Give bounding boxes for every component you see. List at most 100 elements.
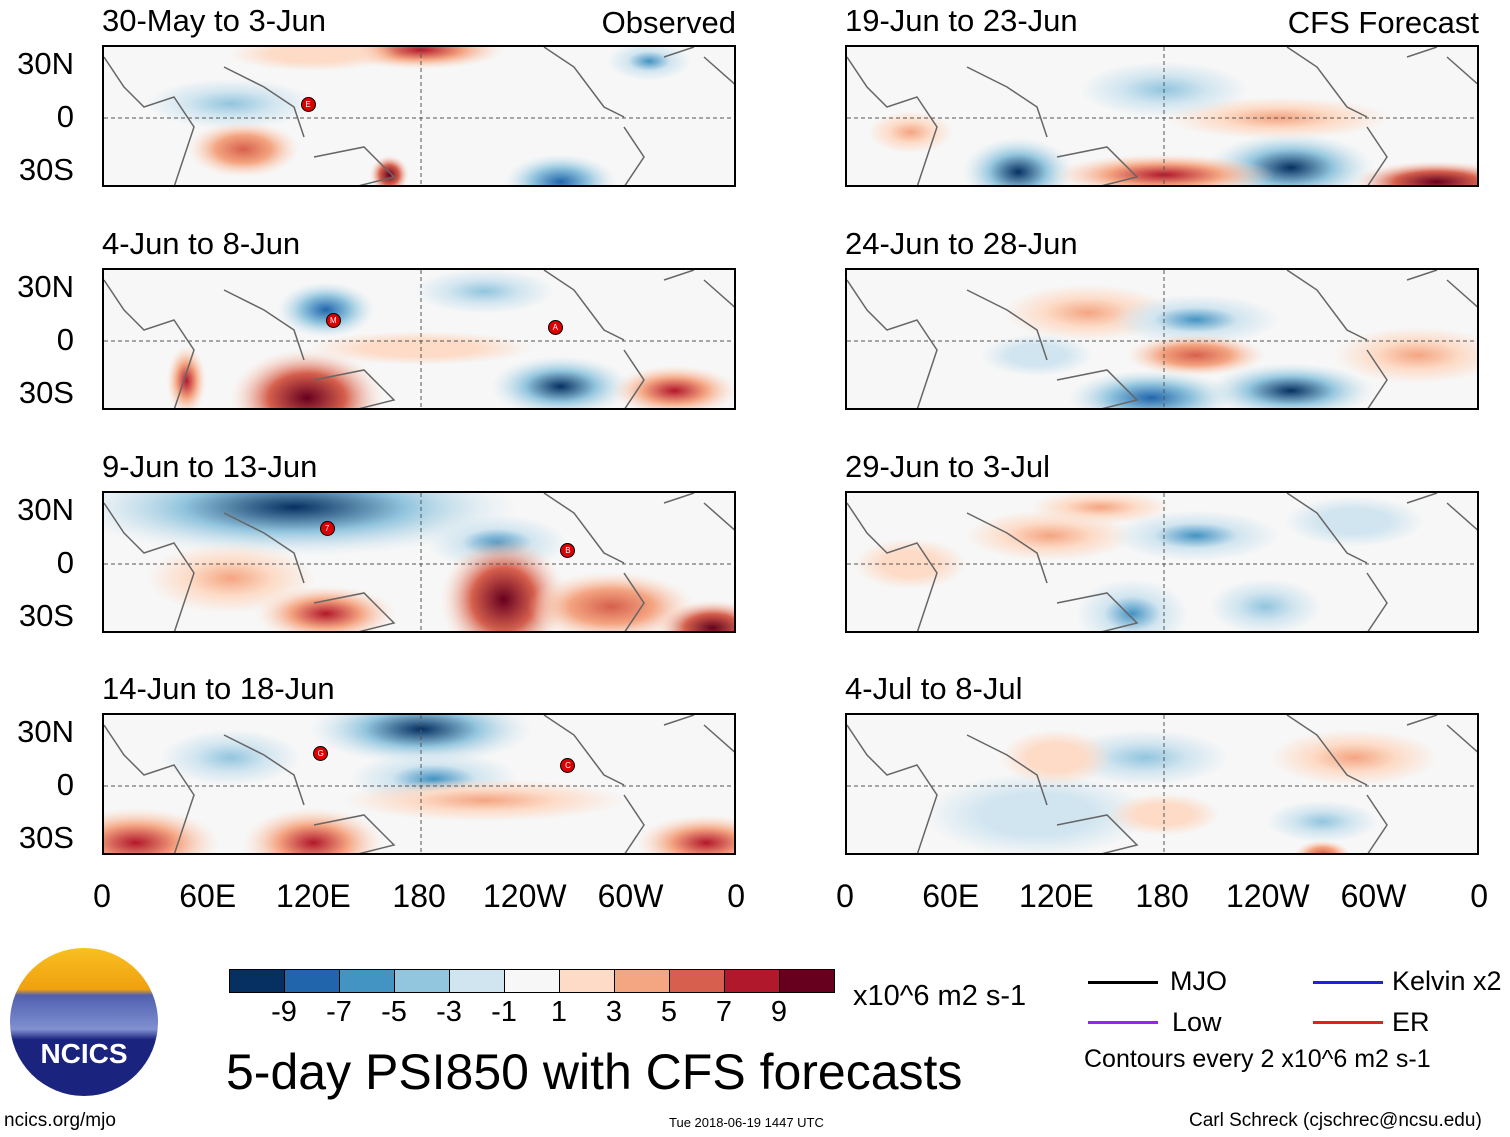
lon-tick-label: 0 [93, 878, 111, 914]
anomaly-field [847, 715, 1477, 853]
panel-title: 29-Jun to 3-Jul [845, 449, 1051, 484]
panel-title: 4-Jul to 8-Jul [845, 671, 1023, 706]
anomaly-blob [1125, 334, 1266, 377]
lat-tick-label: 0 [56, 322, 74, 357]
legend-line-kelvin [1313, 981, 1383, 984]
colorbar-swatch [780, 970, 834, 992]
anomaly-blob [1333, 327, 1477, 384]
anomaly-blob [187, 121, 300, 178]
anomaly-blob [1284, 496, 1425, 547]
tropical-cyclone-marker: 7 [319, 521, 335, 537]
tropical-cyclone-marker: A [547, 319, 563, 335]
colorbar-units: x10^6 m2 s-1 [853, 980, 1027, 1012]
anomaly-blob [243, 807, 384, 853]
continent-outlines [104, 715, 734, 853]
anomaly-blob [611, 365, 734, 408]
lon-tick-label: 0 [836, 878, 854, 914]
lat-tick-label: 30S [18, 152, 74, 187]
anomaly-blob [104, 493, 519, 557]
lon-tick-label: 120W [1226, 878, 1310, 914]
colorbar-tick-label: 7 [715, 996, 733, 1028]
colorbar-swatch [560, 970, 615, 992]
anomaly-blob [527, 571, 696, 631]
anomaly-blob [1209, 578, 1322, 631]
tropical-cyclone-marker: E [300, 96, 316, 112]
colorbar-tick-label: 5 [660, 996, 678, 1028]
colorbar-tick-label: -3 [436, 996, 462, 1028]
lat-tick-label: 0 [56, 767, 74, 802]
anomaly-field [847, 47, 1477, 185]
anomaly-blob [1030, 493, 1171, 524]
lat-tick-label: 0 [56, 545, 74, 580]
panel-title: 14-Jun to 18-Jun [102, 671, 335, 706]
footer-timestamp: Tue 2018-06-19 1447 UTC [669, 1115, 824, 1130]
lat-tick-label: 30N [17, 714, 74, 749]
legend-line-er [1313, 1021, 1383, 1024]
anomaly-blob [146, 78, 315, 129]
anomaly-blob [1270, 729, 1439, 786]
footer-author: Carl Schreck (cjschrec@ncsu.edu) [1189, 1110, 1482, 1131]
anomaly-field [847, 270, 1477, 408]
colorbar-swatch [505, 970, 560, 992]
anomaly-field [104, 493, 734, 631]
anomaly-blob [229, 348, 384, 408]
footer-url[interactable]: ncics.org/mjo [4, 1110, 116, 1131]
colorbar-swatch [450, 970, 505, 992]
map-panel [845, 268, 1479, 410]
column-header: CFS Forecast [1287, 5, 1479, 40]
lat-tick-label: 30S [18, 375, 74, 410]
lon-tick-label: 180 [392, 878, 446, 914]
anomaly-blob [1294, 840, 1351, 853]
anomaly-blob [1266, 800, 1379, 843]
anomaly-blob [1206, 362, 1375, 408]
anomaly-field [104, 715, 734, 853]
column-header: Observed [601, 5, 736, 40]
legend-label-mjo: MJO [1170, 966, 1227, 996]
panel-title: 19-Jun to 23-Jun [845, 3, 1078, 38]
anomaly-blob [414, 270, 555, 314]
lat-tick-label: 30N [17, 492, 74, 527]
lat-tick-label: 0 [56, 99, 74, 134]
legend-line-mjo [1088, 981, 1158, 984]
map-panel [845, 45, 1479, 187]
colorbar-tick-label: -1 [491, 996, 517, 1028]
lat-tick-label: 30S [18, 820, 74, 855]
colorbar-tick-label: -5 [381, 996, 407, 1028]
logo-text: NCICS [40, 1038, 128, 1069]
colorbar-swatch [285, 970, 340, 992]
lat-tick-label: 30N [17, 46, 74, 81]
legend-label-kelvin: Kelvin x2 [1392, 966, 1502, 996]
lat-tick-label: 30N [17, 269, 74, 304]
colorbar-swatch [725, 970, 780, 992]
colorbar-swatch [340, 970, 395, 992]
map-panel: E [102, 45, 736, 187]
panel-title: 4-Jun to 8-Jun [102, 226, 301, 261]
anomaly-blob [146, 543, 315, 614]
anomaly-blob [925, 772, 1150, 853]
colorbar-tick-label: -9 [271, 996, 297, 1028]
continent-outlines [847, 715, 1477, 853]
anomaly-blob [504, 153, 617, 185]
lon-tick-label: 0 [727, 878, 746, 914]
anomaly-blob [1352, 160, 1477, 185]
anomaly-blob [1067, 369, 1236, 408]
lon-tick-label: 60E [179, 878, 237, 914]
lon-tick-label: 180 [1135, 878, 1189, 914]
lon-tick-label: 60W [597, 878, 664, 914]
colorbar-swatch [230, 970, 285, 992]
continent-outlines [847, 270, 1477, 408]
continent-outlines [104, 47, 734, 185]
colorbar [229, 969, 835, 993]
anomaly-field [104, 270, 734, 408]
anomaly-blob [1111, 510, 1280, 561]
legend-line-low [1088, 1021, 1158, 1024]
anomaly-blob [1076, 578, 1189, 631]
colorbar-tick-label: 3 [605, 996, 623, 1028]
map-panel [845, 713, 1479, 855]
legend-label-er: ER [1392, 1007, 1430, 1037]
anomaly-field [104, 47, 734, 185]
legend-label-low: Low [1172, 1007, 1222, 1037]
